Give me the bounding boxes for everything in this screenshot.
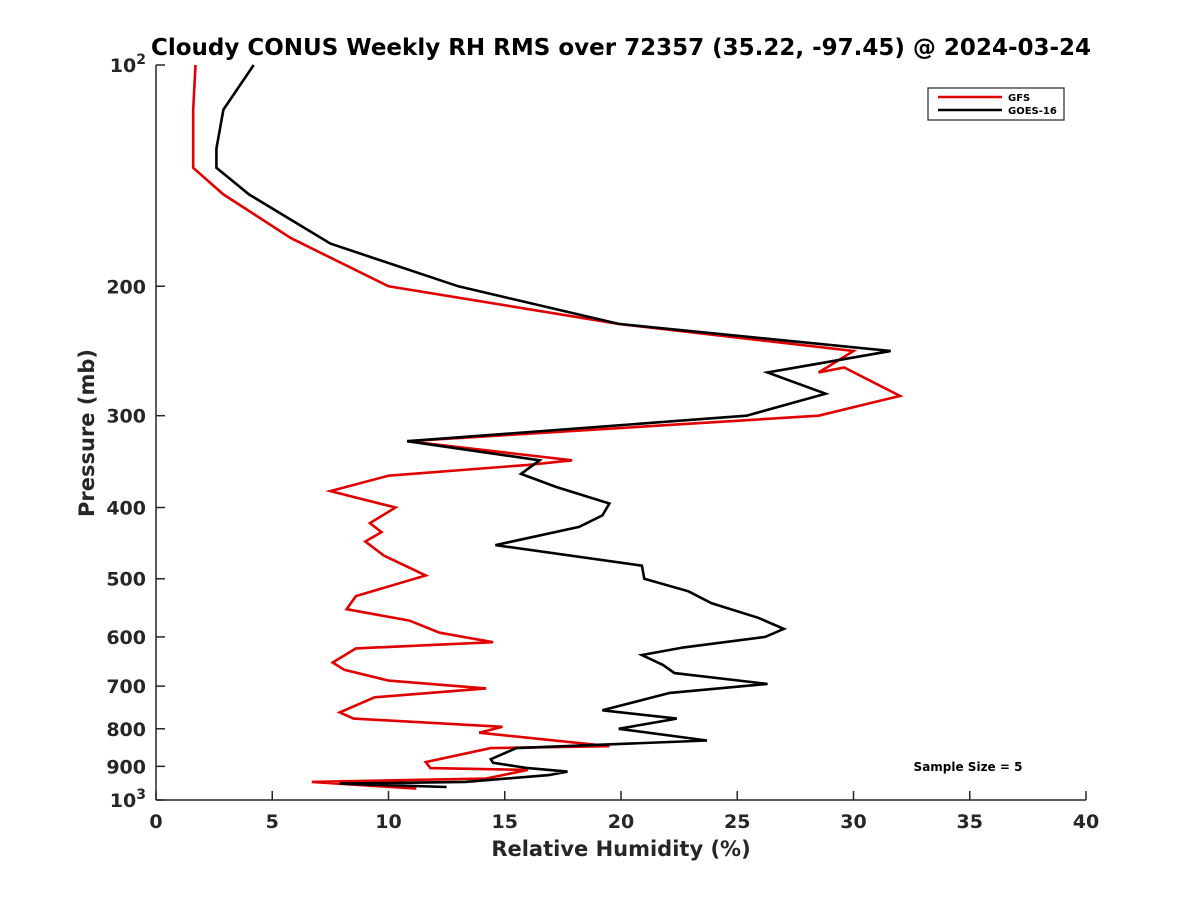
- y-ticks: 102 200 300 400 500 600 700 800 900 103: [106, 52, 165, 812]
- y-tick-label: 900: [106, 756, 146, 778]
- y-tick-label: 700: [106, 676, 146, 698]
- y-tick-label: 800: [106, 719, 146, 741]
- y-tick-label: 102: [110, 52, 146, 77]
- y-tick-label: 103: [110, 787, 146, 812]
- x-tick-label: 30: [840, 811, 866, 833]
- legend-label-gfs: GFS: [1008, 93, 1030, 104]
- series-line-gfs: [191, 64, 904, 790]
- x-axis-label: Relative Humidity (%): [491, 837, 750, 861]
- x-tick-label: 25: [724, 811, 750, 833]
- legend-box: [927, 87, 1065, 121]
- x-tick-label: 35: [957, 811, 983, 833]
- y-tick-label: 500: [106, 569, 146, 591]
- series-line-goes16: [215, 64, 891, 789]
- sample-size-annotation: Sample Size = 5: [914, 760, 1023, 774]
- x-tick-label: 40: [1073, 811, 1099, 833]
- x-tick-label: 15: [492, 811, 518, 833]
- y-tick-label: 400: [106, 498, 146, 520]
- legend: GFS GOES-16: [927, 87, 1065, 121]
- y-tick-label: 600: [106, 627, 146, 649]
- x-tick-label: 0: [149, 811, 162, 833]
- y-tick-label: 300: [106, 406, 146, 428]
- x-tick-label: 10: [375, 811, 401, 833]
- legend-label-goes16: GOES-16: [1008, 106, 1057, 117]
- chart-title: Cloudy CONUS Weekly RH RMS over 72357 (3…: [151, 35, 1091, 61]
- y-tick-label: 200: [106, 276, 146, 298]
- plot-lines: [191, 64, 904, 790]
- x-tick-label: 5: [266, 811, 279, 833]
- axes: [155, 65, 1086, 801]
- x-tick-label: 20: [608, 811, 634, 833]
- y-axis-label: Pressure (mb): [75, 349, 99, 517]
- x-ticks: 0 5 10 15 20 25 30 35 40: [149, 791, 1099, 833]
